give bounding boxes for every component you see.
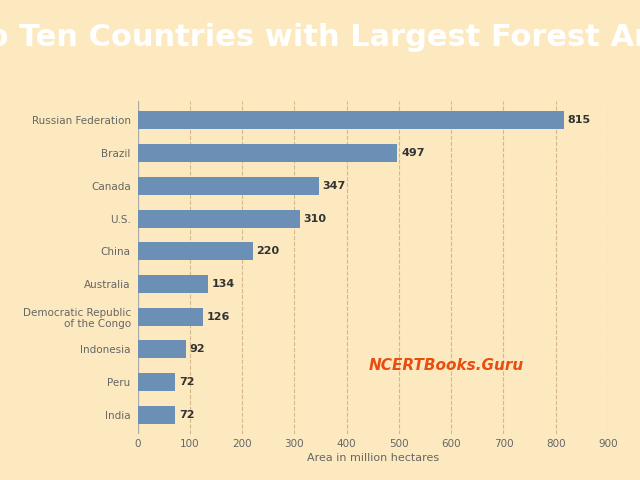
Bar xyxy=(138,144,397,162)
Text: 72: 72 xyxy=(179,377,195,387)
Bar xyxy=(138,373,175,391)
Bar xyxy=(138,210,300,228)
Bar xyxy=(138,275,207,293)
Text: 347: 347 xyxy=(323,181,346,191)
Text: NCERTBooks.Guru: NCERTBooks.Guru xyxy=(369,358,524,373)
Bar xyxy=(138,111,564,130)
Bar xyxy=(138,308,204,325)
Text: 126: 126 xyxy=(207,312,230,322)
Bar xyxy=(138,340,186,359)
Bar xyxy=(138,177,319,195)
Bar xyxy=(138,406,175,424)
Text: 310: 310 xyxy=(303,214,326,224)
X-axis label: Area in million hectares: Area in million hectares xyxy=(307,454,439,463)
Bar xyxy=(138,242,253,260)
Text: 497: 497 xyxy=(401,148,424,158)
Text: 134: 134 xyxy=(211,279,234,289)
Text: Top Ten Countries with Largest Forest Area: Top Ten Countries with Largest Forest Ar… xyxy=(0,23,640,52)
Text: 815: 815 xyxy=(567,115,590,125)
Text: 220: 220 xyxy=(256,246,280,256)
Text: 92: 92 xyxy=(189,344,205,354)
Text: 72: 72 xyxy=(179,410,195,420)
